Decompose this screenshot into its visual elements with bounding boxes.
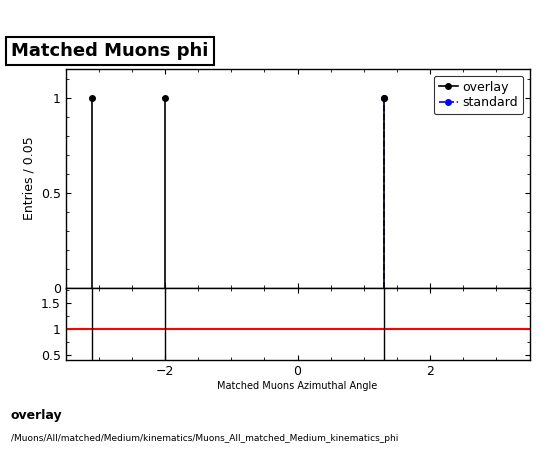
Text: overlay: overlay bbox=[11, 409, 63, 422]
Legend: overlay, standard: overlay, standard bbox=[434, 76, 524, 114]
X-axis label: Matched Muons Azimuthal Angle: Matched Muons Azimuthal Angle bbox=[217, 381, 378, 391]
Text: /Muons/All/matched/Medium/kinematics/Muons_All_matched_Medium_kinematics_phi: /Muons/All/matched/Medium/kinematics/Muo… bbox=[11, 434, 398, 443]
Y-axis label: Entries / 0.05: Entries / 0.05 bbox=[22, 137, 35, 220]
Text: Matched Muons phi: Matched Muons phi bbox=[11, 42, 208, 60]
